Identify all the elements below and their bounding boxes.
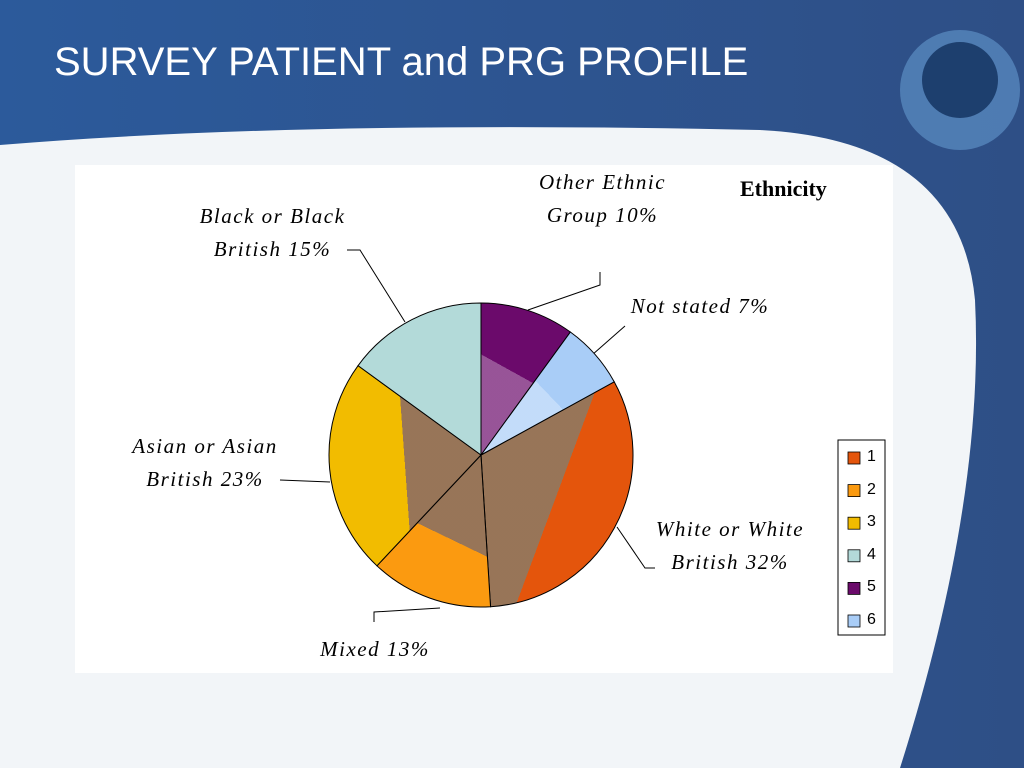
slide-title: SURVEY PATIENT and PRG PROFILE xyxy=(54,40,749,84)
data-label: Mixed 13% xyxy=(300,633,450,666)
data-label: White or White British 32% xyxy=(650,513,810,579)
legend-label: 6 xyxy=(867,611,876,628)
value-label: 10% xyxy=(615,203,659,227)
category-label: White or White British xyxy=(655,517,805,574)
pie-slice xyxy=(480,302,572,457)
value-label: 32% xyxy=(745,550,789,574)
legend-label: 4 xyxy=(867,545,876,563)
category-label: Black or Black British xyxy=(199,204,346,261)
value-label: 7% xyxy=(738,294,770,318)
value-label: 15% xyxy=(288,237,332,261)
category-label: Mixed xyxy=(320,637,381,661)
value-label: 23% xyxy=(220,467,264,491)
pie-slice xyxy=(480,331,615,456)
data-label: Other Ethnic Group 10% xyxy=(530,166,675,232)
category-label: Asian or Asian British xyxy=(132,434,278,491)
data-label: Black or Black British 15% xyxy=(195,200,350,266)
stethoscope-head xyxy=(922,42,998,118)
category-label: Other Ethnic Group xyxy=(538,170,667,227)
legend-swatch xyxy=(847,516,861,530)
legend-box xyxy=(837,439,886,636)
data-label: Not stated 7% xyxy=(620,290,780,323)
pie-slice xyxy=(328,364,482,567)
legend-swatch xyxy=(847,484,861,498)
legend-swatch xyxy=(847,451,861,465)
chart-title: Ethnicity xyxy=(740,176,827,201)
value-label: 13% xyxy=(386,637,430,661)
legend-swatch xyxy=(847,549,861,563)
pie-slice xyxy=(357,302,482,456)
legend-swatch xyxy=(847,582,861,595)
pie-slice xyxy=(376,453,492,608)
leader-lines xyxy=(279,249,655,622)
legend-swatch xyxy=(847,614,861,628)
legend-label: 3 xyxy=(867,513,876,531)
category-label: Not stated xyxy=(630,294,732,318)
legend-label: 5 xyxy=(867,578,876,596)
data-label: Asian or Asian British 23% xyxy=(120,430,290,496)
pie-slice xyxy=(480,381,634,608)
legend-label: 2 xyxy=(867,480,876,498)
legend-label: 1 xyxy=(867,448,876,465)
